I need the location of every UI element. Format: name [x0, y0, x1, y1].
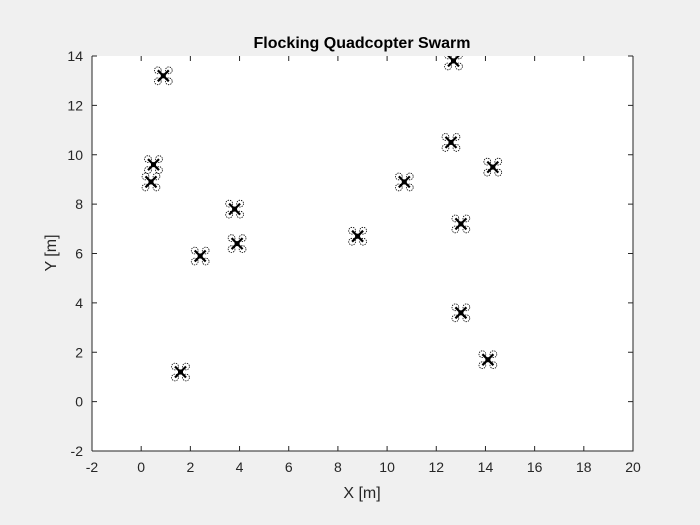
x-axis-ticks: -2 0 2 4 6 8 10 12 14 16 18 20 — [86, 56, 641, 475]
x-tick-label: 14 — [478, 459, 494, 475]
x-tick-label: 12 — [428, 459, 444, 475]
y-tick-label: 10 — [67, 147, 83, 163]
y-axis-label: Y [m] — [43, 234, 60, 271]
y-tick-label: 8 — [75, 196, 83, 212]
x-tick-label: 18 — [576, 459, 592, 475]
chart-title: Flocking Quadcopter Swarm — [254, 35, 471, 52]
y-tick-label: 12 — [67, 97, 83, 113]
quadcopter-icon — [227, 234, 247, 253]
quadcopter-icon — [478, 350, 498, 370]
x-tick-label: 8 — [334, 459, 342, 475]
y-tick-label: 0 — [75, 394, 83, 410]
y-tick-label: 2 — [75, 344, 83, 360]
quadcopter-icon — [141, 172, 161, 192]
quadcopter-icon — [154, 66, 173, 86]
x-tick-label: 10 — [379, 459, 395, 475]
quadcopter-icon — [451, 214, 471, 234]
y-tick-label: 6 — [75, 246, 83, 262]
y-tick-label: -2 — [71, 443, 84, 459]
x-tick-label: 6 — [285, 459, 293, 475]
y-tick-label: 4 — [75, 295, 83, 311]
y-axis-ticks: -2 0 2 4 6 8 10 12 14 — [67, 48, 633, 459]
quadcopter-icon — [171, 362, 190, 382]
y-tick-label: 14 — [67, 48, 83, 64]
quadcopter-icon — [441, 133, 461, 152]
data-points — [141, 56, 503, 382]
quadcopter-icon — [483, 157, 503, 177]
quadcopter-icon — [444, 56, 463, 71]
plot-area — [92, 56, 633, 451]
quadcopter-icon — [451, 303, 471, 323]
x-tick-label: 0 — [137, 459, 145, 475]
quadcopter-icon — [225, 199, 244, 219]
x-tick-label: 2 — [186, 459, 194, 475]
x-tick-label: 4 — [236, 459, 244, 475]
quadcopter-icon — [394, 172, 414, 192]
x-tick-label: 16 — [527, 459, 543, 475]
x-axis-label: X [m] — [343, 485, 380, 502]
x-tick-label: 20 — [625, 459, 641, 475]
x-tick-label: -2 — [86, 459, 99, 475]
